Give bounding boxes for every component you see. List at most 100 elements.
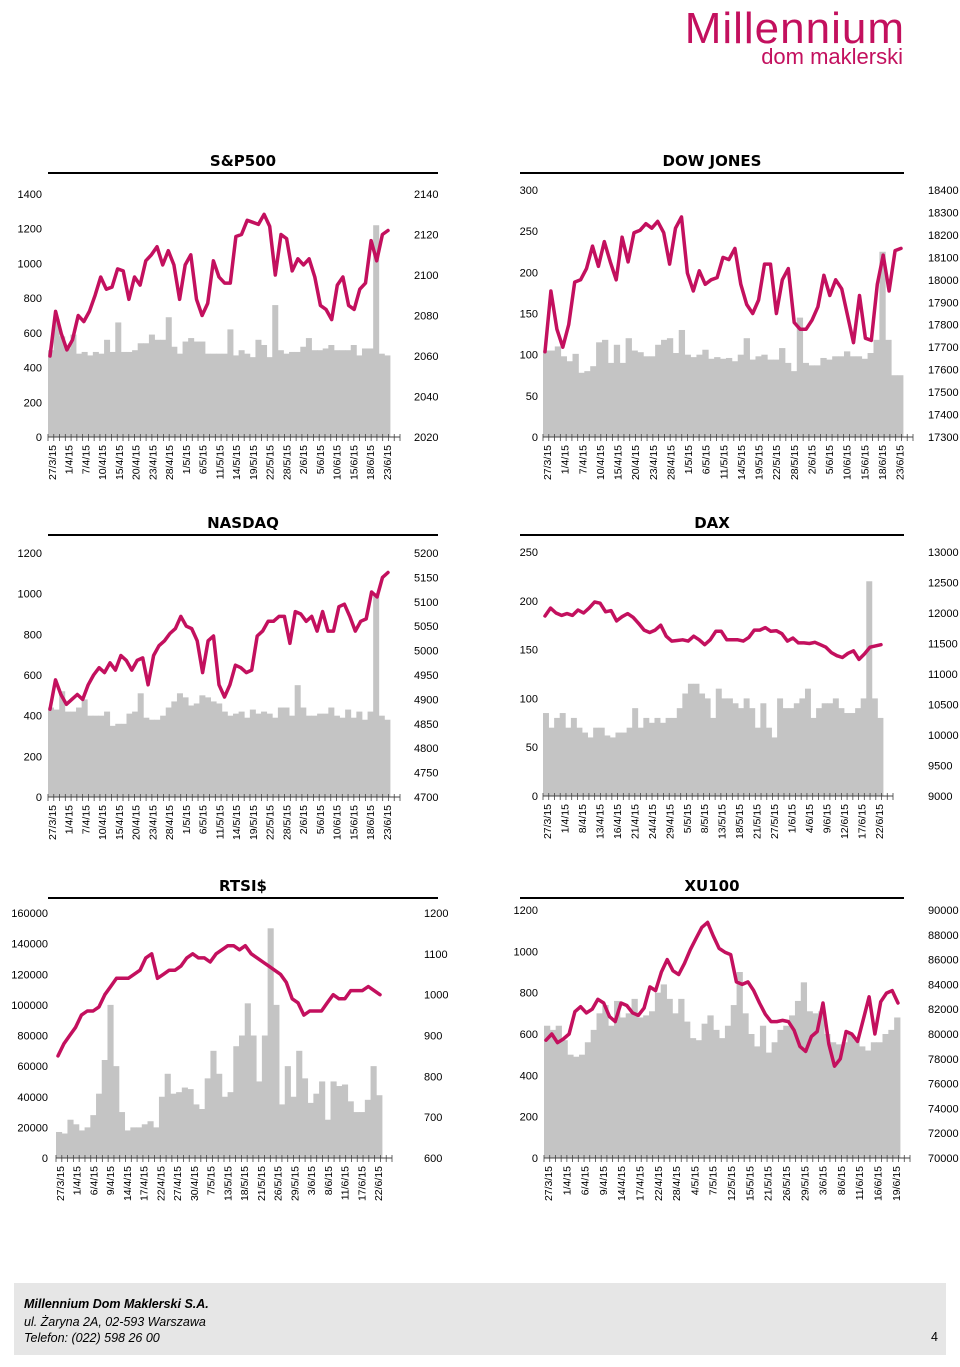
sp500-volume-bar bbox=[261, 345, 268, 437]
nasdaq-volume-bar bbox=[193, 703, 200, 797]
xu100-volume-bar bbox=[894, 1017, 901, 1158]
sp500-x-tick-label: 10/4/15 bbox=[97, 445, 109, 480]
xu100-left-tick-label: 1000 bbox=[514, 946, 538, 958]
rtsi-volume-bar bbox=[359, 1112, 366, 1158]
dax-volume-bar bbox=[637, 727, 644, 796]
rtsi-volume-bar bbox=[204, 1078, 211, 1159]
xu100-volume-bar bbox=[567, 1054, 574, 1158]
dowjones-x-tick-label: 28/5/15 bbox=[789, 445, 801, 480]
dax-right-tick-label: 10000 bbox=[928, 730, 959, 742]
xu100-volume-bar bbox=[882, 1034, 889, 1158]
nasdaq-x-tick-label: 15/4/15 bbox=[114, 805, 126, 840]
dowjones-volume-bar bbox=[885, 339, 892, 437]
dowjones-left-tick-label: 200 bbox=[520, 267, 538, 279]
sp500-volume-bar bbox=[165, 317, 172, 437]
xu100-volume-bar bbox=[876, 1042, 883, 1158]
sp500-volume-bar bbox=[277, 350, 284, 437]
sp500-volume-bar bbox=[238, 350, 245, 437]
nasdaq-volume-bar bbox=[104, 711, 111, 797]
sp500-right-tick-label: 2040 bbox=[414, 392, 438, 404]
sp500-right-tick-label: 2100 bbox=[414, 270, 438, 282]
nasdaq-volume-bar bbox=[233, 713, 240, 797]
nasdaq-volume-bar bbox=[339, 717, 346, 797]
rtsi-volume-bar bbox=[221, 1096, 228, 1158]
dax-volume-bar bbox=[782, 708, 789, 796]
rtsi-volume-bar bbox=[324, 1119, 331, 1158]
rtsi-x-tick-label: 26/5/15 bbox=[273, 1166, 285, 1201]
rtsi-volume-bar bbox=[364, 1099, 371, 1158]
sp500-volume-bar bbox=[48, 350, 55, 437]
dowjones-x-tick-label: 15/4/15 bbox=[613, 445, 625, 480]
nasdaq-volume-bar bbox=[148, 719, 155, 797]
dowjones-x-tick-label: 14/5/15 bbox=[736, 445, 748, 480]
rtsi-volume-bar bbox=[84, 1127, 91, 1159]
rtsi-volume-bar bbox=[61, 1133, 68, 1158]
rtsi-x-tick-label: 27/3/15 bbox=[55, 1166, 67, 1201]
dowjones-volume-bar bbox=[849, 356, 857, 437]
dax-volume-bar bbox=[654, 717, 661, 796]
rtsi-volume-bar bbox=[279, 1104, 286, 1158]
sp500-volume-bar bbox=[98, 353, 105, 437]
rtsi-x-tick-label: 7/5/15 bbox=[206, 1166, 218, 1195]
xu100-volume-bar bbox=[853, 1040, 860, 1158]
rtsi-volume-bar bbox=[118, 1112, 126, 1158]
xu100-volume-bar bbox=[789, 1015, 796, 1158]
xu100-volume-bar bbox=[870, 1042, 878, 1158]
dowjones-volume-bar bbox=[708, 358, 715, 437]
rtsi-x-tick-label: 13/5/15 bbox=[222, 1166, 234, 1201]
xu100-volume-bar bbox=[765, 1052, 773, 1158]
rtsi-x-tick-label: 29/5/15 bbox=[289, 1166, 301, 1201]
sp500-x-tick-label: 7/4/15 bbox=[81, 445, 93, 474]
rtsi-volume-bar bbox=[96, 1093, 103, 1158]
xu100-volume-bar bbox=[678, 998, 685, 1158]
nasdaq-volume-bar bbox=[120, 723, 127, 797]
xu100-title: XU100 bbox=[520, 877, 904, 899]
sp500-title-text: S&P500 bbox=[209, 152, 277, 170]
dax-volume-bar bbox=[704, 698, 711, 796]
sp500-x-tick-label: 28/5/15 bbox=[281, 445, 293, 480]
xu100-left-tick-label: 600 bbox=[520, 1029, 538, 1041]
xu100-index-line bbox=[544, 920, 900, 1068]
dax-x-tick-label: 22/6/15 bbox=[874, 804, 886, 839]
sp500-x-tick-label: 10/6/15 bbox=[332, 445, 344, 480]
xu100-volume-bar bbox=[847, 1034, 854, 1158]
dax-volume-bar bbox=[570, 717, 577, 796]
sp500-right-tick-label: 2020 bbox=[414, 432, 438, 444]
dax-volume-bar bbox=[743, 698, 750, 796]
sp500-x-tick-label: 1/4/15 bbox=[64, 445, 76, 474]
dowjones-volume-bar bbox=[672, 353, 680, 437]
dax-left-tick-label: 50 bbox=[526, 742, 538, 754]
nasdaq-right-tick-label: 5050 bbox=[414, 621, 438, 633]
rtsi-volume-bar bbox=[113, 1066, 120, 1159]
rtsi-right-tick-label: 700 bbox=[424, 1112, 442, 1124]
dowjones-volume-bar bbox=[548, 350, 556, 437]
sp500-x-tick-label: 22/5/15 bbox=[265, 445, 277, 480]
nasdaq-volume-bar bbox=[328, 707, 335, 797]
sp500-volume-bar bbox=[171, 346, 178, 437]
sp500-x-tick-label: 2/6/15 bbox=[298, 445, 310, 474]
nasdaq-volume-bar bbox=[277, 707, 284, 797]
xu100-volume-bar bbox=[625, 1013, 632, 1158]
dax-volume-bar bbox=[765, 727, 772, 796]
xu100-volume-bar bbox=[660, 984, 667, 1158]
nasdaq-volume-bar bbox=[59, 691, 66, 797]
nasdaq-volume-bar bbox=[305, 715, 312, 797]
nasdaq-volume-bar bbox=[367, 711, 374, 797]
dax-title: DAX bbox=[520, 514, 904, 536]
xu100-volume-bar bbox=[742, 1013, 749, 1158]
nasdaq-volume-bar bbox=[261, 711, 268, 797]
sp500-volume-bar bbox=[154, 339, 161, 437]
dowjones-volume-bar bbox=[596, 342, 603, 437]
xu100-volume-bar bbox=[643, 1015, 650, 1158]
rtsi-left-tick-label: 20000 bbox=[17, 1122, 48, 1134]
dax-x-tick-label: 21/4/15 bbox=[629, 804, 641, 839]
nasdaq-x-tick-label: 23/4/15 bbox=[147, 805, 159, 840]
dax-volume-bar bbox=[877, 717, 884, 796]
sp500-volume-bar bbox=[148, 334, 155, 437]
sp500-volume-bar bbox=[272, 305, 279, 437]
xu100-volume-bar bbox=[701, 1023, 708, 1158]
sp500-volume-bar bbox=[109, 351, 116, 437]
dowjones-volume-bar bbox=[554, 346, 562, 437]
dowjones-volume-bar bbox=[861, 358, 868, 437]
rtsi-volume-bar bbox=[78, 1130, 85, 1158]
